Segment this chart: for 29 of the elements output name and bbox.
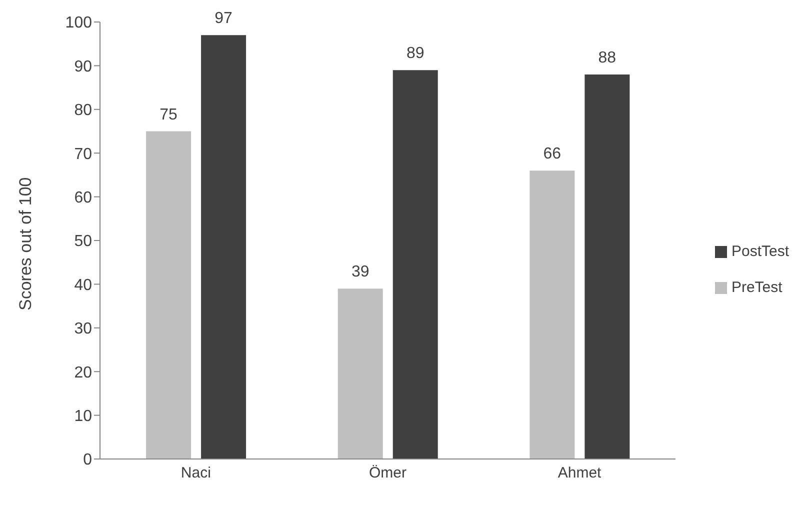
x-tick-label: Ömer bbox=[368, 464, 406, 482]
y-tick-label: 80 bbox=[74, 102, 92, 120]
y-tick-label: 60 bbox=[74, 189, 92, 206]
bar bbox=[146, 131, 192, 459]
y-tick-label: 50 bbox=[74, 233, 92, 250]
data-label: 66 bbox=[543, 146, 562, 163]
data-label: 89 bbox=[406, 45, 424, 62]
y-tick-label: 0 bbox=[83, 452, 92, 469]
data-label: 97 bbox=[214, 10, 233, 28]
y-tick-label: 70 bbox=[74, 146, 92, 163]
x-tick-label: Naci bbox=[180, 464, 211, 482]
y-axis-title: Scores out of 100 bbox=[16, 177, 36, 310]
data-label: 39 bbox=[351, 264, 370, 281]
data-label: 75 bbox=[160, 106, 178, 124]
y-tick-label: 90 bbox=[74, 58, 92, 76]
bar bbox=[338, 288, 383, 459]
y-tick-label: 30 bbox=[74, 320, 92, 338]
legend-label: PostTest bbox=[731, 242, 789, 260]
data-label: 88 bbox=[598, 49, 616, 66]
legend-label: PreTest bbox=[731, 278, 782, 296]
y-tick-label: 10 bbox=[74, 408, 92, 425]
bar bbox=[584, 74, 630, 459]
y-tick-label: 100 bbox=[65, 14, 92, 32]
bar bbox=[530, 170, 575, 459]
x-tick-label: Ahmet bbox=[558, 464, 602, 482]
bar bbox=[201, 35, 246, 459]
y-tick-label: 20 bbox=[74, 364, 92, 382]
y-tick-label: 40 bbox=[74, 276, 92, 294]
bar bbox=[392, 70, 438, 459]
